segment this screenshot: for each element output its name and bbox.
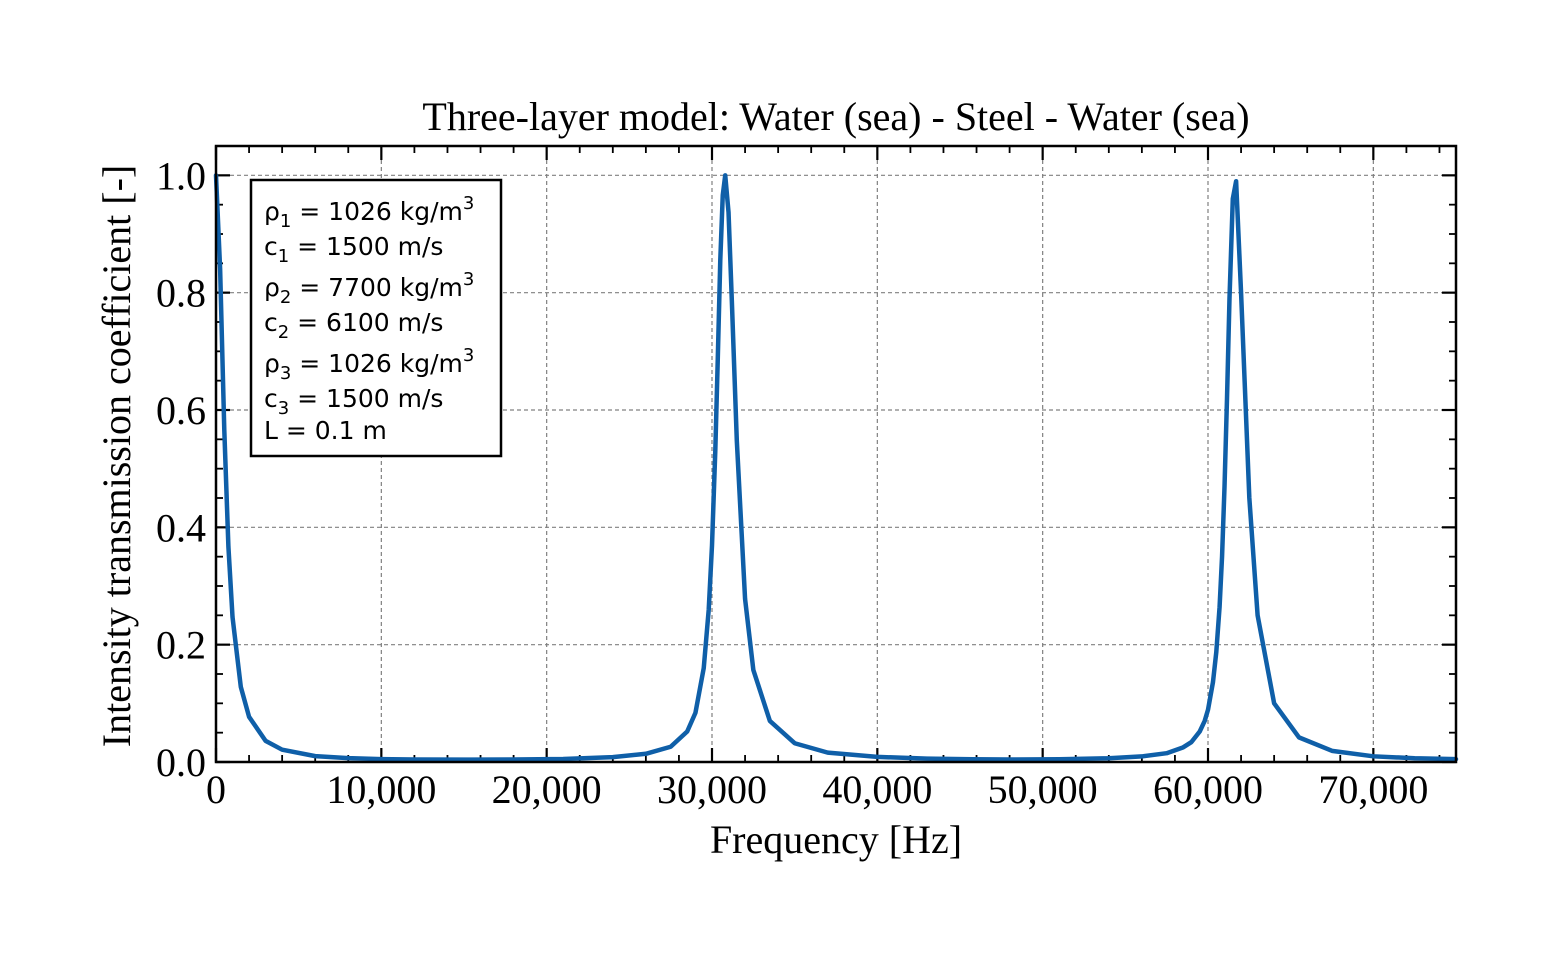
- series-line-0: [213, 173, 1459, 762]
- annotation-border: [249, 178, 503, 458]
- annotation-line: c3 = 1500 m/s: [264, 384, 443, 419]
- annotation-equals: =: [278, 416, 315, 445]
- annotation-equals: =: [289, 384, 326, 413]
- annotation-equals: =: [291, 197, 328, 226]
- annotation-value: 1026 kg/m: [328, 349, 463, 378]
- annotation-subscript: 1: [278, 246, 289, 267]
- annotation-equals: =: [289, 232, 326, 261]
- annotation-line: L = 0.1 m: [264, 416, 387, 445]
- annotation-subscript: 3: [278, 398, 289, 419]
- tick-labels: 0 10,000 20,000 30,000 40,000 50,000 60,000 70,…: [156, 153, 1428, 812]
- chart-title: Three-layer model: Water (sea) - Steel -…: [422, 94, 1249, 139]
- annotation-line: c1 = 1500 m/s: [264, 232, 443, 267]
- y-tick-label: 0.4: [156, 505, 206, 550]
- x-tick-label: 60,000: [1153, 767, 1263, 812]
- annotation-value: 0.1 m: [315, 416, 387, 445]
- annotation-line: c2 = 6100 m/s: [264, 308, 443, 343]
- annotation-equals: =: [289, 308, 326, 337]
- y-tick-label: 1.0: [156, 153, 206, 198]
- annotation-superscript: 3: [463, 345, 474, 366]
- y-tick-label: 0.2: [156, 623, 206, 668]
- annotation-value: 1500 m/s: [326, 384, 443, 413]
- annotation-symbol: ρ: [264, 349, 280, 378]
- annotation-line: ρ2 = 7700 kg/m3: [264, 269, 474, 308]
- y-tick-label: 0.8: [156, 271, 206, 316]
- x-tick-label: 20,000: [492, 767, 602, 812]
- x-tick-label: 40,000: [822, 767, 932, 812]
- x-tick-label: 70,000: [1318, 767, 1428, 812]
- annotation-value: 7700 kg/m: [328, 273, 463, 302]
- y-tick-label: 0.6: [156, 388, 206, 433]
- annotation-symbol: c: [264, 308, 278, 337]
- y-axis-label: Intensity transmission coefficient [-]: [94, 165, 139, 747]
- annotation-value: 6100 m/s: [326, 308, 443, 337]
- annotation-symbol: c: [264, 384, 278, 413]
- annotation-symbol: c: [264, 232, 278, 261]
- annotation-line: ρ3 = 1026 kg/m3: [264, 345, 474, 384]
- annotation-symbol: ρ: [264, 197, 280, 226]
- annotation-value: 1026 kg/m: [328, 197, 463, 226]
- annotation-subscript: 2: [280, 287, 291, 308]
- annotation-subscript: 3: [280, 363, 291, 384]
- annotation-line: ρ1 = 1026 kg/m3: [264, 193, 474, 232]
- annotation-equals: =: [291, 349, 328, 378]
- annotation-subscript: 2: [278, 322, 289, 343]
- y-tick-label: 0.0: [156, 740, 206, 785]
- series-layer: [213, 173, 1459, 762]
- annotation-subscript: 1: [280, 211, 291, 232]
- annotation-superscript: 3: [463, 193, 474, 214]
- x-tick-label: 0: [206, 767, 226, 812]
- x-tick-label: 10,000: [326, 767, 436, 812]
- annotation-value: 1500 m/s: [326, 232, 443, 261]
- annotation-superscript: 3: [463, 269, 474, 290]
- x-tick-label: 30,000: [657, 767, 767, 812]
- annotation-symbol: ρ: [264, 273, 280, 302]
- annotation-symbol: L: [264, 416, 278, 445]
- x-axis-label: Frequency [Hz]: [710, 817, 962, 862]
- plot-frame: [214, 144, 1458, 764]
- annotation-equals: =: [291, 273, 328, 302]
- x-tick-label: 50,000: [988, 767, 1098, 812]
